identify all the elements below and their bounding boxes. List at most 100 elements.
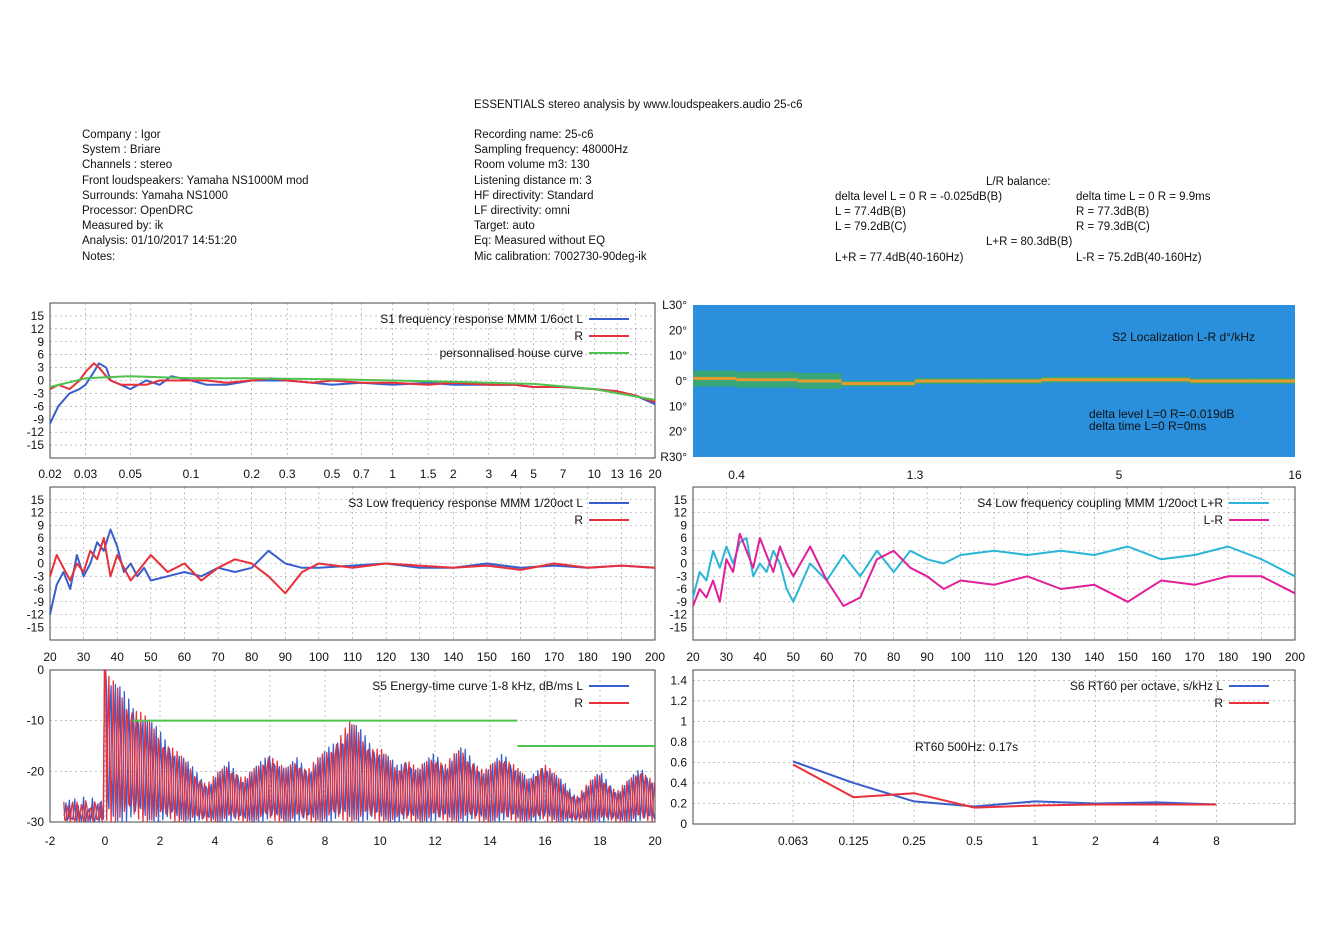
s4-ytick-label: -12	[670, 608, 688, 622]
s2-track-core	[875, 382, 915, 386]
s6-xtick-label: 0.5	[966, 834, 983, 848]
s4-xtick-label: 110	[984, 650, 1003, 664]
s4-ytick-label: -15	[670, 620, 688, 634]
s3-xtick-label: 30	[77, 650, 91, 664]
s1-ytick-label: 9	[37, 335, 44, 349]
s4-series-cyan	[692, 537, 1296, 603]
s4-ytick-label: -9	[676, 595, 687, 609]
s2-track-core	[1190, 379, 1252, 383]
s3-ytick-label: 3	[37, 544, 44, 558]
s1-ytick-label: 0	[37, 374, 44, 388]
s4-xtick-label: 160	[1151, 650, 1171, 664]
s3-xtick-label: 140	[443, 650, 463, 664]
s3-ytick-label: -15	[27, 620, 45, 634]
s3-ytick-label: 6	[37, 531, 44, 545]
s3-xtick-label: 150	[477, 650, 497, 664]
s2-xtick-label: 1.3	[907, 468, 924, 482]
s4-xtick-label: 60	[820, 650, 834, 664]
s6-xtick-label: 1	[1032, 834, 1039, 848]
s5-xtick-label: 0	[102, 834, 109, 848]
s3-ytick-label: 9	[37, 518, 44, 532]
s3-ytick-label: -3	[33, 569, 44, 583]
s2-track-core	[1118, 378, 1191, 382]
s3-xtick-label: 70	[211, 650, 225, 664]
info-middle-block: Recording name: 25-c6 Sampling frequency…	[474, 128, 647, 265]
s3-xtick-label: 80	[245, 650, 259, 664]
s4-legend-magenta: L-R	[1204, 513, 1224, 527]
s4-ytick-label: -6	[676, 582, 687, 596]
s4-series-magenta	[692, 532, 1296, 607]
s3-ytick-label: 0	[37, 557, 44, 571]
s4-xtick-label: 30	[720, 650, 734, 664]
info-system: System : Briare	[82, 144, 161, 157]
s1-xtick-label: 3	[486, 467, 493, 481]
s1-xtick-label: 0.2	[243, 467, 260, 481]
s5-xtick-label: 20	[648, 834, 662, 848]
balance-level-l-b: L = 77.4dB(B)	[835, 206, 906, 218]
balance-delta-level: delta level L = 0 R = -0.025dB(B)	[835, 191, 1003, 203]
balance-lr-sum-lf: L+R = 77.4dB(40-160Hz)	[835, 252, 964, 264]
info-lf-directivity: LF directivity: omni	[474, 204, 570, 217]
s3-xtick-label: 100	[309, 650, 329, 664]
s3-xtick-label: 110	[343, 650, 362, 664]
s1-legend-r: R	[574, 329, 583, 343]
s1-xtick-label: 0.02	[38, 467, 62, 481]
s4-xtick-label: 80	[887, 650, 901, 664]
s1-xtick-label: 0.3	[279, 467, 296, 481]
s4-xtick-label: 140	[1084, 650, 1104, 664]
s2-track-core	[1041, 378, 1119, 382]
s6-title: S6 RT60 per octave, s/kHz L	[1070, 679, 1224, 693]
s3-frame	[49, 486, 656, 641]
balance-lr-diff-lf: L-R = 75.2dB(40-160Hz)	[1076, 252, 1202, 264]
s1-title: S1 frequency response MMM 1/6oct L	[380, 312, 583, 326]
s2-ytick-label: R30°	[660, 450, 687, 464]
info-eq: Eq: Measured without EQ	[474, 235, 606, 248]
balance-delta-time: delta time L = 0 R = 9.9ms	[1076, 191, 1211, 203]
s4-xtick-label: 200	[1285, 650, 1305, 664]
s2-ytick-label: 20°	[669, 323, 687, 337]
s1-xtick-label: 13	[611, 467, 625, 481]
s3-xtick-label: 90	[279, 650, 293, 664]
s2-xtick-label: 5	[1116, 468, 1123, 482]
s1-ytick-label: 6	[37, 348, 44, 362]
info-target: Target: auto	[474, 220, 535, 233]
s1-xtick-label: 0.1	[183, 467, 200, 481]
s5-xtick-label: 2	[157, 834, 164, 848]
s1-xtick-label: 20	[648, 467, 662, 481]
s4-ytick-label: 6	[680, 531, 687, 545]
s4-xtick-label: 70	[854, 650, 868, 664]
s5-xtick-label: 8	[322, 834, 329, 848]
s6-ytick-label: 1	[680, 714, 687, 728]
s3-ytick-label: 15	[31, 493, 45, 507]
s6-series-blue	[792, 760, 1217, 808]
s3-title: S3 Low frequency response MMM 1/20oct L	[348, 496, 583, 510]
s3-xtick-label: 180	[578, 650, 598, 664]
s6-ytick-label: 1.4	[670, 673, 687, 687]
s5-ytick-label: -30	[27, 815, 45, 829]
s1-ytick-label: 3	[37, 361, 44, 375]
info-notes: Notes:	[82, 250, 116, 263]
s2-track-core	[841, 382, 876, 386]
info-company: Company : Igor	[82, 129, 161, 141]
s2-annotation-delta-time: delta time L=0 R=0ms	[1089, 419, 1206, 433]
s2-track-core	[736, 378, 798, 382]
info-recording-name: Recording name: 25-c6	[474, 129, 594, 141]
s4-title: S4 Low frequency coupling MMM 1/20oct L+…	[977, 496, 1223, 510]
s1-series-green	[49, 375, 656, 401]
s6-ytick-label: 0	[680, 817, 687, 831]
s2-track-core	[980, 379, 1042, 383]
s6-xtick-label: 8	[1213, 834, 1220, 848]
s1-frame	[49, 302, 656, 459]
s1-ytick-label: -15	[27, 438, 45, 452]
s3-xtick-label: 190	[611, 650, 631, 664]
info-mic-calibration: Mic calibration: 7002730-90deg-ik	[474, 250, 647, 263]
info-listening-distance: Listening distance m: 3	[474, 174, 592, 187]
s4-xtick-label: 150	[1118, 650, 1138, 664]
s4-xtick-label: 190	[1252, 650, 1272, 664]
s6-xtick-label: 0.063	[778, 834, 808, 848]
s6-xtick-label: 4	[1153, 834, 1160, 848]
s1-series-red	[49, 362, 656, 403]
